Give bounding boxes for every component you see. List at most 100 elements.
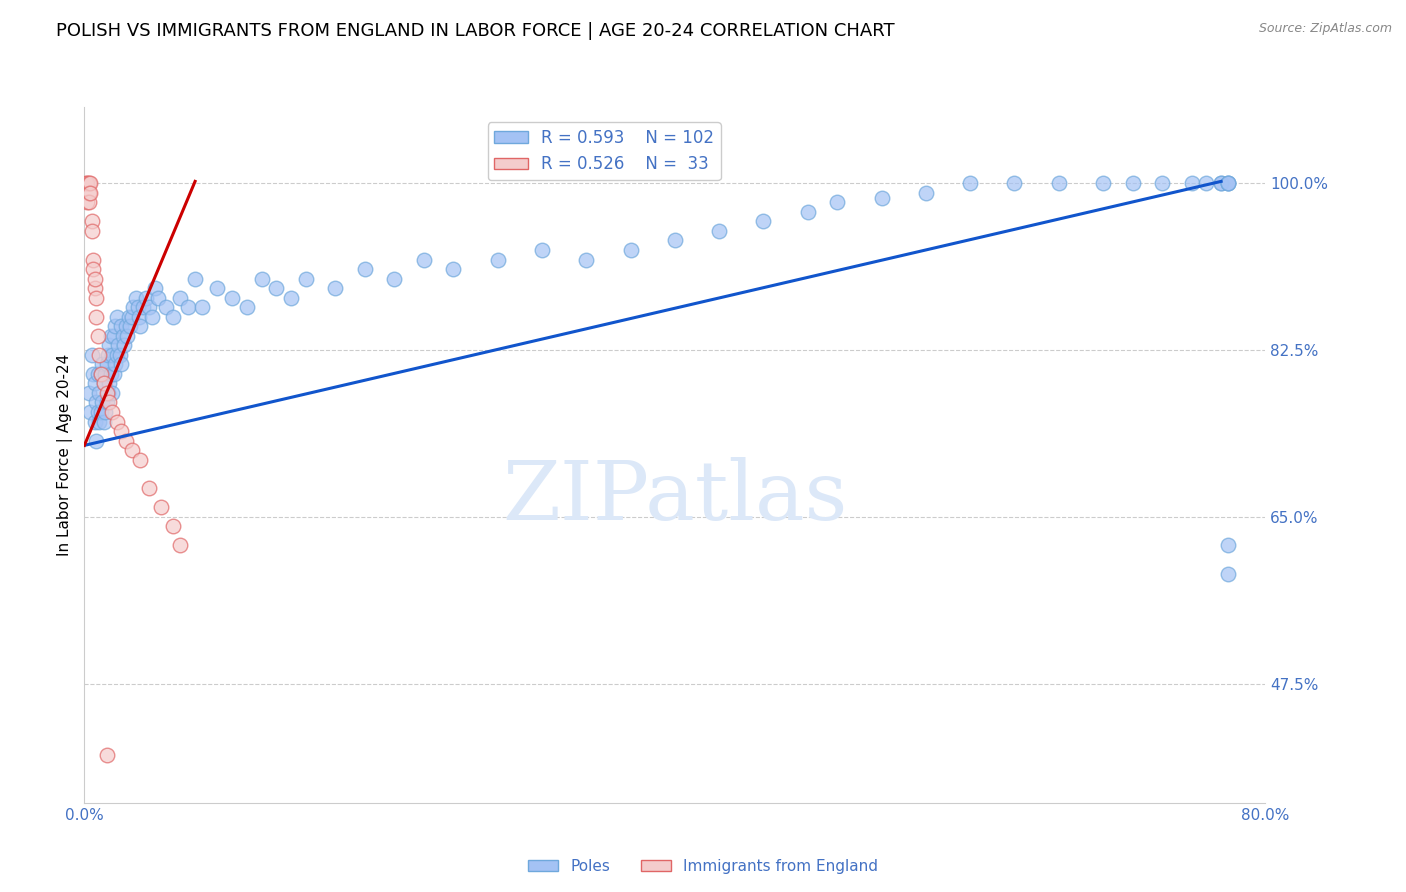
Legend: R = 0.593    N = 102, R = 0.526    N =  33: R = 0.593 N = 102, R = 0.526 N = 33: [488, 122, 720, 180]
Point: [98, 338, 121, 352]
Point: [295, 271, 318, 285]
Point: [1218, 567, 1240, 582]
Point: [96, 386, 118, 401]
Point: [108, 348, 131, 362]
Point: [105, 310, 128, 324]
Point: [959, 176, 981, 190]
Point: [80, 348, 103, 362]
Point: [101, 405, 124, 419]
Y-axis label: In Labor Force | Age 20-24: In Labor Force | Age 20-24: [58, 354, 73, 556]
Point: [101, 348, 124, 362]
Point: [575, 252, 598, 267]
Point: [100, 328, 122, 343]
Point: [250, 271, 273, 285]
Point: [87, 386, 111, 401]
Point: [323, 281, 347, 295]
Point: [83, 281, 105, 295]
Point: [83, 376, 105, 391]
Text: POLISH VS IMMIGRANTS FROM ENGLAND IN LABOR FORCE | AGE 20-24 CORRELATION CHART: POLISH VS IMMIGRANTS FROM ENGLAND IN LAB…: [56, 22, 894, 40]
Point: [75, 176, 97, 190]
Point: [914, 186, 936, 200]
Point: [138, 481, 160, 495]
Point: [530, 243, 553, 257]
Point: [1218, 539, 1240, 553]
Point: [120, 319, 142, 334]
Point: [184, 271, 207, 285]
Point: [132, 300, 155, 314]
Point: [97, 386, 120, 401]
Point: [104, 357, 127, 371]
Point: [486, 252, 509, 267]
Point: [1004, 176, 1026, 190]
Point: [129, 319, 152, 334]
Point: [110, 424, 132, 438]
Point: [112, 338, 135, 352]
Point: [90, 367, 112, 381]
Point: [827, 195, 849, 210]
Point: [86, 328, 108, 343]
Point: [90, 367, 112, 381]
Point: [76, 176, 98, 190]
Point: [121, 310, 143, 324]
Point: [96, 748, 118, 763]
Point: [105, 348, 128, 362]
Point: [169, 539, 191, 553]
Point: [177, 300, 200, 314]
Point: [93, 415, 115, 429]
Point: [93, 376, 115, 391]
Point: [143, 281, 166, 295]
Point: [105, 415, 128, 429]
Point: [98, 376, 121, 391]
Point: [169, 291, 191, 305]
Point: [1218, 176, 1240, 190]
Point: [83, 271, 105, 285]
Point: [121, 443, 143, 458]
Point: [104, 319, 127, 334]
Point: [94, 405, 117, 419]
Point: [752, 214, 775, 228]
Point: [96, 357, 118, 371]
Point: [141, 310, 163, 324]
Point: [129, 452, 152, 467]
Point: [107, 338, 129, 352]
Point: [1122, 176, 1144, 190]
Point: [1047, 176, 1070, 190]
Point: [76, 195, 98, 210]
Point: [1180, 176, 1202, 190]
Point: [86, 405, 108, 419]
Point: [870, 191, 893, 205]
Point: [80, 214, 103, 228]
Point: [103, 328, 125, 343]
Point: [148, 291, 170, 305]
Point: [84, 291, 107, 305]
Point: [96, 395, 118, 409]
Point: [796, 205, 818, 219]
Point: [77, 195, 100, 210]
Point: [1195, 176, 1218, 190]
Point: [79, 186, 101, 200]
Point: [84, 310, 107, 324]
Point: [84, 434, 107, 448]
Point: [110, 357, 132, 371]
Point: [90, 405, 112, 419]
Point: [114, 434, 136, 448]
Point: [93, 376, 115, 391]
Point: [87, 348, 111, 362]
Point: [128, 310, 150, 324]
Point: [235, 300, 259, 314]
Point: [709, 224, 731, 238]
Point: [354, 262, 377, 277]
Point: [205, 281, 228, 295]
Point: [80, 224, 103, 238]
Point: [138, 300, 160, 314]
Point: [127, 300, 149, 314]
Point: [79, 176, 101, 190]
Point: [91, 395, 114, 409]
Point: [122, 300, 145, 314]
Text: ZIPatlas: ZIPatlas: [502, 457, 848, 537]
Point: [280, 291, 302, 305]
Point: [110, 319, 132, 334]
Point: [1209, 176, 1232, 190]
Point: [77, 186, 100, 200]
Point: [162, 519, 184, 533]
